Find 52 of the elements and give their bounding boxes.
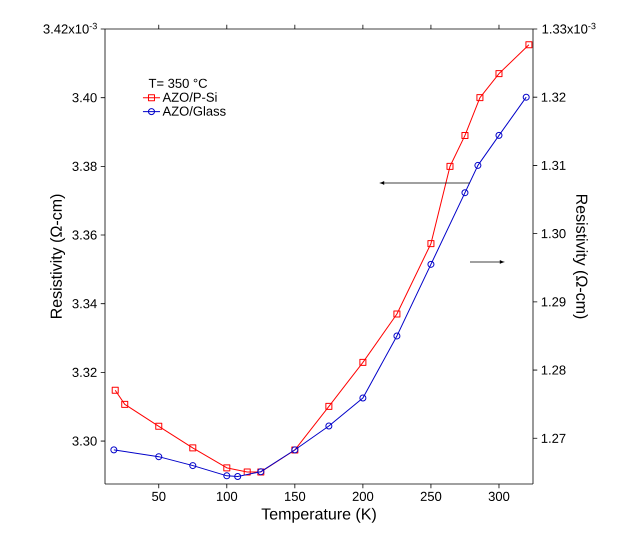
y-tick-label: 3.36 bbox=[72, 230, 97, 240]
y2-axis-title: Resistivity (Ω-cm) bbox=[572, 194, 588, 318]
point bbox=[189, 462, 196, 470]
point bbox=[461, 189, 468, 196]
point bbox=[474, 162, 482, 169]
point bbox=[234, 472, 242, 480]
y-tick-label: 3.34 bbox=[72, 299, 97, 308]
point bbox=[446, 162, 454, 170]
point bbox=[525, 41, 532, 48]
point bbox=[155, 422, 162, 430]
y2-tick-label: 1.32 bbox=[542, 92, 566, 102]
y-tick-label: 3.32 bbox=[72, 368, 97, 377]
legend-title: T= 350 °C bbox=[148, 78, 208, 88]
point bbox=[223, 472, 230, 480]
point bbox=[325, 402, 332, 410]
point bbox=[359, 394, 366, 402]
x-tick-label: 200 bbox=[352, 492, 374, 501]
point bbox=[244, 468, 251, 476]
y-axis-title: Resistivity (Ω-cm) bbox=[50, 194, 66, 318]
point bbox=[427, 260, 434, 268]
point bbox=[495, 70, 502, 78]
y-tick-label: 3.30 bbox=[72, 436, 97, 446]
y2-tick-label: 1.29 bbox=[542, 297, 566, 306]
point bbox=[155, 453, 162, 460]
point bbox=[359, 358, 366, 366]
point bbox=[495, 132, 502, 139]
y2-tick-label: 1.31 bbox=[542, 160, 566, 170]
point bbox=[189, 444, 196, 452]
x-tick-label: 150 bbox=[284, 492, 306, 501]
point bbox=[427, 240, 434, 248]
point bbox=[461, 132, 468, 139]
point bbox=[121, 400, 128, 408]
x-tick-label: 250 bbox=[420, 492, 442, 501]
y-tick-label: 3.40 bbox=[72, 93, 97, 102]
text: 1.33x10$^{-3}$ bbox=[542, 22, 596, 34]
point bbox=[325, 422, 332, 430]
text: 3.42x10$^{-3}$ bbox=[43, 22, 97, 34]
point bbox=[476, 94, 484, 102]
y2-tick-label: 1.30 bbox=[542, 229, 566, 238]
legend-label: AZO/Glass bbox=[162, 106, 226, 116]
point bbox=[112, 386, 119, 394]
x-tick-label: 300 bbox=[488, 492, 510, 501]
x-tick-label: 100 bbox=[216, 492, 238, 501]
point bbox=[393, 332, 400, 340]
point bbox=[393, 310, 400, 318]
x-tick-label: 50 bbox=[152, 492, 166, 501]
x-axis-title: Temperature (K) bbox=[262, 508, 376, 523]
y2-tick-label: 1.28 bbox=[542, 365, 566, 375]
y-tick-label: 3.38 bbox=[72, 162, 97, 171]
y2-tick-label: 1.27 bbox=[542, 434, 566, 443]
point bbox=[223, 464, 230, 472]
legend-label: AZO/P-Si bbox=[162, 92, 217, 102]
